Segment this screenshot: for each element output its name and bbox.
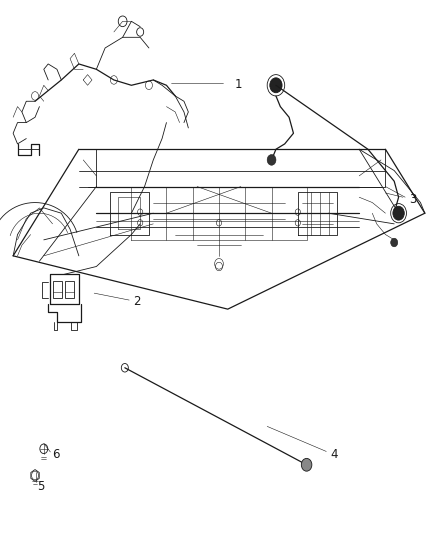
Circle shape bbox=[301, 458, 312, 471]
Text: 5: 5 bbox=[37, 480, 45, 492]
Circle shape bbox=[270, 78, 282, 93]
Circle shape bbox=[391, 238, 398, 247]
Text: 3: 3 bbox=[410, 193, 417, 206]
Text: 2: 2 bbox=[134, 295, 141, 308]
Bar bbox=[65, 281, 74, 298]
Circle shape bbox=[393, 206, 404, 220]
Text: 1: 1 bbox=[234, 78, 242, 91]
Text: 6: 6 bbox=[52, 448, 59, 461]
Circle shape bbox=[267, 155, 276, 165]
Bar bbox=[53, 281, 62, 298]
Text: 4: 4 bbox=[331, 448, 338, 461]
